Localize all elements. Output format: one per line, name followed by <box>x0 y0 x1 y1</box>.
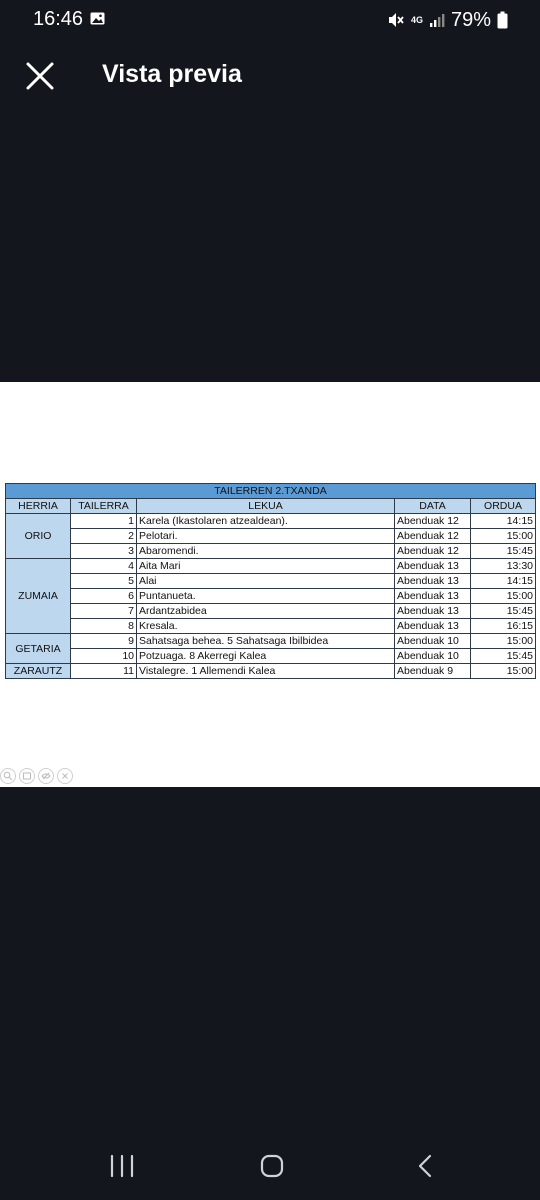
cell-tailerra: 5 <box>70 573 137 589</box>
cell-lekua: Kresala. <box>136 618 395 634</box>
cell-ordua: 14:15 <box>470 513 536 529</box>
signal-icon <box>429 14 445 27</box>
image-icon <box>90 12 105 25</box>
table-row: 7 Ardantzabidea Abenduak 13 15:45 <box>6 603 536 619</box>
cell-herria: GETARIA <box>5 633 71 664</box>
column-header-data: DATA <box>394 498 471 514</box>
cell-lekua: Sahatsaga behea. 5 Sahatsaga Ibilbidea <box>136 633 395 649</box>
cell-lekua: Abaromendi. <box>136 543 395 559</box>
cell-data: Abenduak 12 <box>394 528 471 544</box>
status-time: 16:46 <box>33 8 84 30</box>
cell-ordua: 15:45 <box>470 543 536 559</box>
navigation-bar <box>0 1130 540 1200</box>
cell-data: Abenduak 13 <box>394 573 471 589</box>
cell-tailerra: 7 <box>70 603 137 619</box>
cell-herria: ORIO <box>5 513 71 559</box>
home-icon <box>260 1154 284 1178</box>
cell-ordua: 15:00 <box>470 663 536 679</box>
fit-icon <box>23 772 31 780</box>
cell-ordua: 15:00 <box>470 588 536 604</box>
cell-lekua: Karela (Ikastolaren atzealdean). <box>136 513 395 529</box>
document-preview[interactable]: TAILERREN 2.TXANDA HERRIA TAILERRA LEKUA… <box>0 382 540 787</box>
cell-tailerra: 10 <box>70 648 137 664</box>
table-row: 10 Potzuaga. 8 Akerregi Kalea Abenduak 10 1… <box>6 648 536 664</box>
cell-lekua: Aita Mari <box>136 558 395 574</box>
cell-tailerra: 11 <box>70 663 137 679</box>
table-row: ZUMAIA 4 Aita Mari Abenduak 13 13:30 <box>5 558 536 634</box>
cell-tailerra: 2 <box>70 528 137 544</box>
cell-ordua: 15:00 <box>470 528 536 544</box>
cell-data: Abenduak 12 <box>394 513 471 529</box>
cell-lekua: Puntanueta. <box>136 588 395 604</box>
zoom-icon <box>3 771 13 781</box>
table-row: ZARAUTZ 11 Vistalegre. 1 Allemendi Kalea Ab… <box>5 663 536 679</box>
table-row: ORIO 1 Karela (Ikastolaren atzealdean). Abe… <box>5 513 536 559</box>
status-bar: 16:46 4G 79% <box>0 0 540 40</box>
back-icon <box>418 1154 432 1178</box>
cell-tailerra: 3 <box>70 543 137 559</box>
app-bar: Vista previa <box>0 40 540 112</box>
mute-icon <box>388 13 404 27</box>
hide-button[interactable] <box>38 768 54 784</box>
back-button[interactable] <box>404 1150 444 1182</box>
cell-ordua: 16:15 <box>470 618 536 634</box>
cell-data: Abenduak 13 <box>394 618 471 634</box>
table-title-row: TAILERREN 2.TXANDA <box>5 483 536 499</box>
cell-lekua: Ardantzabidea <box>136 603 395 619</box>
recents-button[interactable] <box>102 1150 142 1182</box>
cell-lekua: Pelotari. <box>136 528 395 544</box>
recents-icon <box>110 1154 134 1178</box>
table-body: ORIO 1 Karela (Ikastolaren atzealdean). Abe… <box>5 513 536 679</box>
cell-data: Abenduak 13 <box>394 603 471 619</box>
column-header-ordua: ORDUA <box>470 498 536 514</box>
cell-tailerra: 4 <box>70 558 137 574</box>
table-row: 6 Puntanueta. Abenduak 13 15:00 <box>6 588 536 604</box>
cell-tailerra: 8 <box>70 618 137 634</box>
cell-data: Abenduak 10 <box>394 633 471 649</box>
cell-ordua: 13:30 <box>470 558 536 574</box>
cell-data: Abenduak 12 <box>394 543 471 559</box>
cell-ordua: 15:00 <box>470 633 536 649</box>
fit-button[interactable] <box>19 768 35 784</box>
cell-herria: ZUMAIA <box>5 558 71 634</box>
home-button[interactable] <box>252 1150 292 1182</box>
cell-tailerra: 1 <box>70 513 137 529</box>
column-header-lekua: LEKUA <box>136 498 395 514</box>
cell-tailerra: 9 <box>70 633 137 649</box>
close-icon <box>26 62 54 90</box>
status-icons: 4G 79% <box>387 7 508 33</box>
cell-data: Abenduak 13 <box>394 558 471 574</box>
cell-ordua: 14:15 <box>470 573 536 589</box>
table-row: 8 Kresala. Abenduak 13 16:15 <box>6 618 536 634</box>
battery-percent: 79% <box>450 8 491 31</box>
zoom-button[interactable] <box>0 768 16 784</box>
table-header-row: HERRIA TAILERRA LEKUA DATA ORDUA <box>5 498 536 514</box>
table-row: 5 Alai Abenduak 13 14:15 <box>6 573 536 589</box>
table-row: 2 Pelotari. Abenduak 12 15:00 <box>6 528 536 544</box>
network-type: 4G <box>410 14 423 25</box>
table-row: GETARIA 9 Sahatsaga behea. 5 Sahatsaga Ibi… <box>5 633 536 664</box>
column-header-herria: HERRIA <box>5 498 71 514</box>
cell-herria: ZARAUTZ <box>5 663 71 679</box>
zoom-toolbar <box>0 768 73 784</box>
cell-ordua: 15:45 <box>470 648 536 664</box>
cell-ordua: 15:45 <box>470 603 536 619</box>
cell-data: Abenduak 13 <box>394 588 471 604</box>
cell-data: Abenduak 10 <box>394 648 471 664</box>
cell-lekua: Vistalegre. 1 Allemendi Kalea <box>136 663 395 679</box>
cell-data: Abenduak 9 <box>394 663 471 679</box>
cell-lekua: Alai <box>136 573 395 589</box>
cell-lekua: Potzuaga. 8 Akerregi Kalea <box>136 648 395 664</box>
close-button[interactable] <box>20 56 60 96</box>
hide-icon <box>41 772 51 780</box>
battery-icon <box>497 11 508 29</box>
page-title: Vista previa <box>102 60 242 88</box>
schedule-table: TAILERREN 2.TXANDA HERRIA TAILERRA LEKUA… <box>5 483 536 679</box>
table-row: 3 Abaromendi. Abenduak 12 15:45 <box>6 543 536 559</box>
cell-tailerra: 6 <box>70 588 137 604</box>
column-header-tailerra: TAILERRA <box>70 498 137 514</box>
dismiss-button[interactable] <box>57 768 73 784</box>
table-title: TAILERREN 2.TXANDA <box>5 483 536 499</box>
close-icon <box>62 773 68 779</box>
